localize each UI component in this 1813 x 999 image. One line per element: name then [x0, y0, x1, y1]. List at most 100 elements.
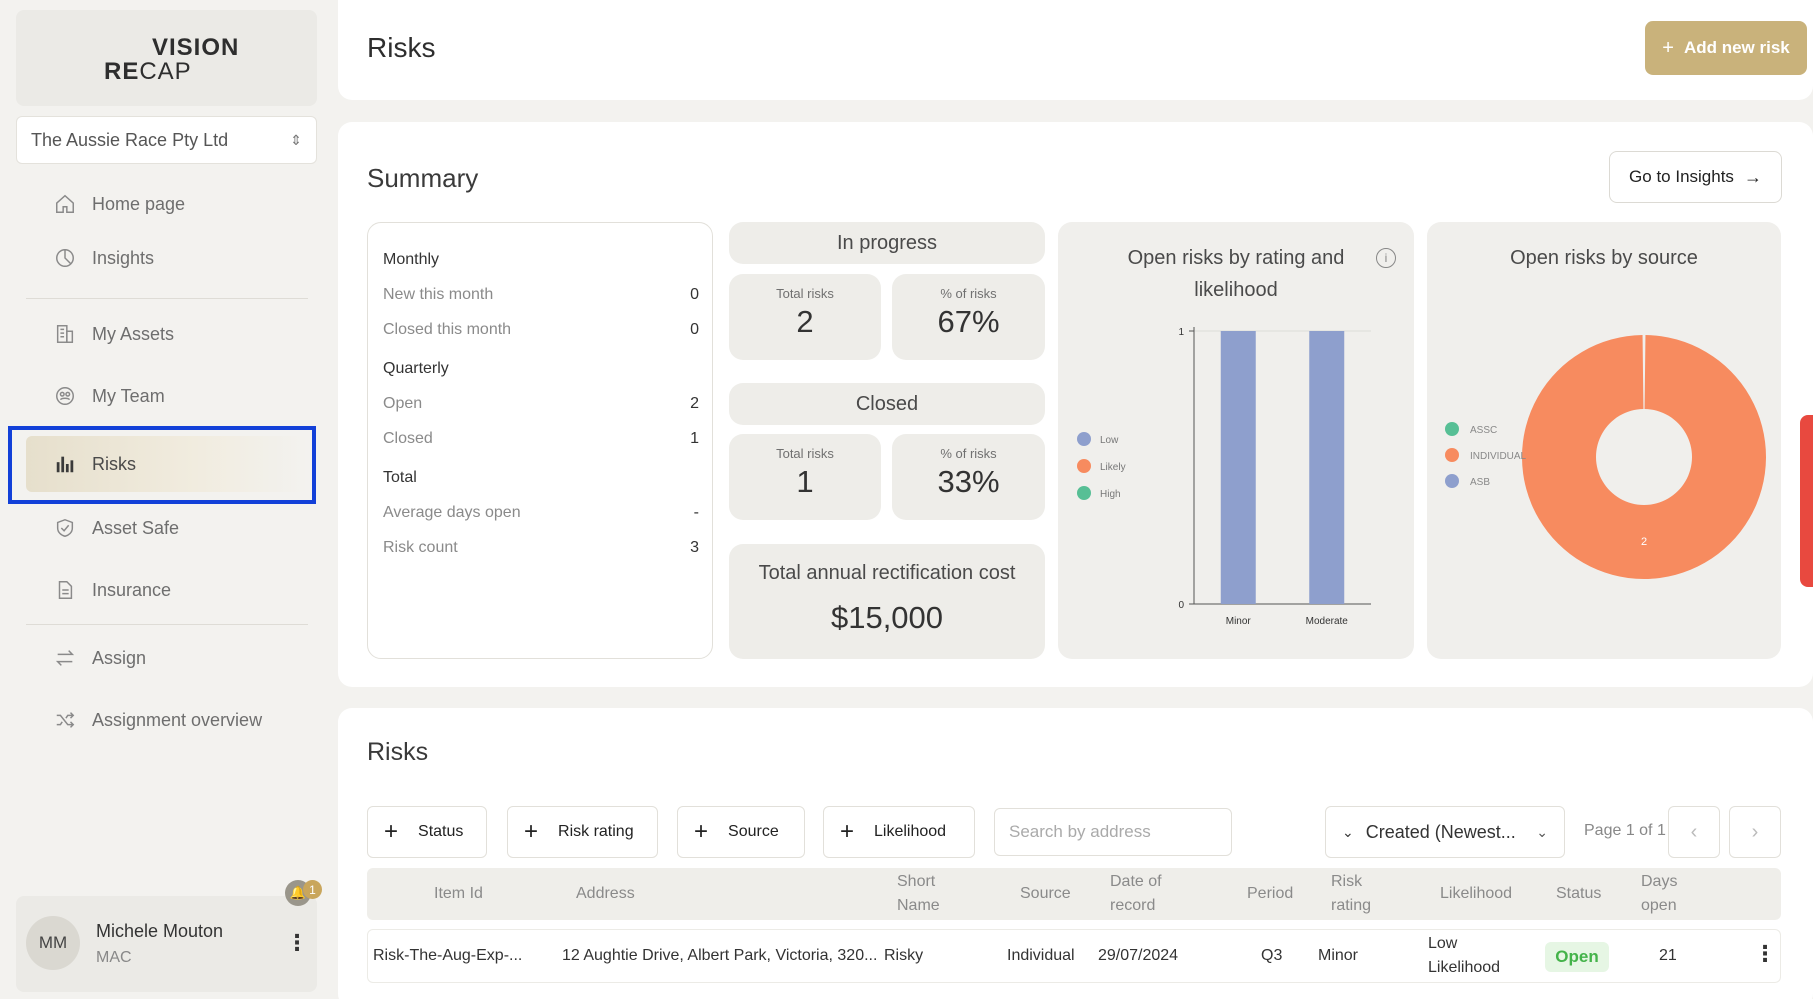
- bar: [1309, 331, 1345, 604]
- column-header[interactable]: Likelihood: [1440, 885, 1513, 902]
- sidebar-divider: [26, 298, 308, 299]
- sidebar-item-label: Home page: [92, 193, 186, 214]
- stat-row: New this month 0: [383, 286, 699, 304]
- closed-header: Closed: [729, 383, 1045, 425]
- sidebar-item-insurance[interactable]: Insurance: [26, 562, 308, 618]
- legend-marker: [1077, 432, 1091, 446]
- legend-label: High: [1100, 489, 1121, 500]
- cell-risk-rating: Minor: [1318, 947, 1359, 964]
- in-progress-total-card: Total risks 2: [729, 274, 881, 360]
- stat-label: New this month: [383, 286, 494, 303]
- add-new-risk-button[interactable]: + Add new risk: [1645, 21, 1807, 75]
- y-tick-label: 0: [1178, 600, 1184, 611]
- page-indicator: Page 1 of 1: [1584, 822, 1666, 839]
- chevron-right-icon: ›: [1751, 820, 1759, 843]
- logo[interactable]: VISION RECAP: [16, 10, 317, 106]
- stat-label: Total risks: [776, 286, 834, 301]
- sidebar-item-assign[interactable]: Assign: [26, 630, 308, 686]
- stat-value: 0: [690, 321, 699, 338]
- stat-row: Average days open -: [383, 504, 699, 522]
- legend-label: INDIVIDUAL: [1470, 451, 1527, 462]
- legend-label: ASB: [1470, 477, 1490, 488]
- chevron-down-icon: ⌄: [1342, 823, 1354, 840]
- row-menu-icon[interactable]: ⋮: [1754, 941, 1776, 966]
- prev-page-button[interactable]: ‹: [1668, 806, 1720, 858]
- cell-source: Individual: [1007, 947, 1075, 964]
- rectification-cost-label: Total annual rectification cost: [758, 562, 1016, 584]
- shield-icon: [52, 515, 78, 541]
- page-title: Risks: [367, 32, 436, 63]
- team-icon: [52, 383, 78, 409]
- bar-chart-icon: [52, 451, 78, 477]
- sidebar-item-assignment-overview[interactable]: Assignment overview: [26, 692, 308, 748]
- building-icon: [52, 321, 78, 347]
- filter-source-button[interactable]: + Source: [677, 806, 805, 858]
- plus-icon: +: [694, 818, 709, 845]
- summary-title: Summary: [367, 163, 479, 193]
- donut-slice: [1522, 335, 1766, 579]
- column-header[interactable]: Period: [1247, 885, 1294, 902]
- cell-period: Q3: [1261, 947, 1283, 964]
- stat-value: 3: [690, 539, 699, 556]
- legend-marker: [1445, 448, 1459, 462]
- quarterly-heading: Quarterly: [383, 360, 449, 377]
- feedback-tab[interactable]: [1800, 415, 1813, 587]
- sidebar: VISION RECAP The Aussie Race Pty Ltd ⇕ H…: [8, 0, 319, 999]
- sidebar-item-home[interactable]: Home page: [26, 176, 308, 232]
- stat-value: 1: [690, 430, 699, 447]
- header-panel: [338, 0, 1813, 100]
- user-card[interactable]: MM Michele Mouton MAC ⋮: [16, 896, 317, 992]
- column-header[interactable]: Status: [1556, 885, 1602, 902]
- arrow-right-icon: →: [1743, 166, 1762, 187]
- filter-status-button[interactable]: + Status: [367, 806, 487, 858]
- stat-row: Closed 1: [383, 430, 699, 448]
- status-badge: Open: [1545, 942, 1609, 972]
- stat-label: Closed: [383, 430, 433, 447]
- stat-label: Closed this month: [383, 321, 512, 338]
- add-new-risk-label: Add new risk: [1683, 38, 1790, 57]
- filter-label: Likelihood: [874, 823, 947, 840]
- sidebar-item-label: Assign: [92, 647, 147, 668]
- sort-select[interactable]: ⌄ Created (Newest... ⌄: [1325, 806, 1565, 858]
- avatar: MM: [26, 916, 80, 970]
- filter-likelihood-button[interactable]: + Likelihood: [823, 806, 975, 858]
- x-tick-label: Minor: [1226, 616, 1252, 627]
- updown-chevron-icon: ⇕: [290, 131, 302, 148]
- column-header[interactable]: Source: [1020, 885, 1071, 902]
- source-chart-card: Open risks by source 2 ASSC INDIVIDUAL ASB: [1427, 222, 1781, 659]
- column-header[interactable]: Address: [576, 885, 635, 902]
- column-header[interactable]: Short Name: [897, 873, 940, 914]
- sidebar-item-risks[interactable]: Risks: [26, 436, 308, 492]
- filter-risk-rating-button[interactable]: + Risk rating: [507, 806, 658, 858]
- risks-section-title: Risks: [367, 738, 429, 766]
- sidebar-item-my-team[interactable]: My Team: [26, 368, 308, 424]
- sort-select-value: Created (Newest...: [1365, 821, 1516, 842]
- stat-value: -: [693, 504, 699, 521]
- sidebar-divider: [26, 624, 308, 625]
- table-row[interactable]: Risk-The-Aug-Exp-... 12 Aughtie Drive, A…: [367, 929, 1781, 983]
- next-page-button[interactable]: ›: [1729, 806, 1781, 858]
- go-to-insights-button[interactable]: Go to Insights →: [1609, 151, 1782, 203]
- organization-select[interactable]: The Aussie Race Pty Ltd ⇕: [16, 116, 317, 164]
- column-header[interactable]: Date of record: [1110, 873, 1162, 914]
- period-stats-card: Monthly New this month 0 Closed this mont…: [367, 222, 713, 659]
- sidebar-item-my-assets[interactable]: My Assets: [26, 306, 308, 362]
- cell-likelihood-line: Low: [1428, 935, 1458, 952]
- pie-icon: [52, 245, 78, 271]
- rating-likelihood-chart-card: Open risks by rating and likelihood i 0 1…: [1058, 222, 1414, 659]
- column-header[interactable]: Days open: [1641, 873, 1678, 914]
- info-icon[interactable]: i: [1376, 248, 1396, 268]
- column-header[interactable]: Item Id: [434, 885, 483, 902]
- search-input[interactable]: [994, 808, 1232, 856]
- x-tick-label: Moderate: [1306, 616, 1349, 627]
- cell-short-name: Risky: [884, 947, 924, 964]
- stat-label: Open: [383, 395, 423, 412]
- sidebar-item-asset-safe[interactable]: Asset Safe: [26, 500, 308, 556]
- monthly-heading: Monthly: [383, 251, 440, 268]
- sidebar-item-insights[interactable]: Insights: [26, 230, 308, 286]
- plus-icon: +: [384, 818, 399, 845]
- column-header[interactable]: Risk rating: [1331, 873, 1372, 914]
- logo-vision-text: VISION: [152, 34, 240, 61]
- closed-total-card: Total risks 1: [729, 434, 881, 520]
- kebab-menu-icon[interactable]: ⋮: [286, 930, 308, 955]
